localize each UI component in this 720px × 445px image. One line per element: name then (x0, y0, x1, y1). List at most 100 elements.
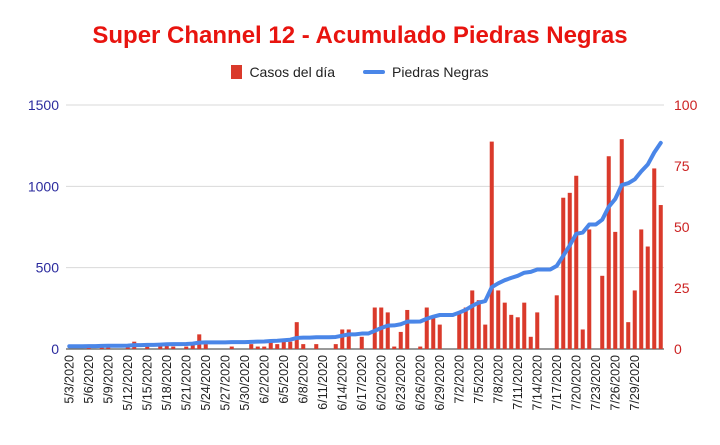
x-axis-tick-label: 5/15/2020 (140, 355, 154, 411)
x-axis-tick-label: 6/26/2020 (413, 355, 427, 411)
bar (385, 312, 390, 349)
bar (203, 344, 208, 349)
bar (502, 302, 507, 349)
x-axis-tick-label: 5/27/2020 (218, 355, 232, 411)
legend: Casos del día Piedras Negras (0, 64, 720, 80)
x-axis-tick-label: 7/29/2020 (628, 355, 642, 411)
x-axis-tick-label: 5/12/2020 (121, 355, 135, 411)
x-axis-tick-label: 7/8/2020 (491, 355, 505, 404)
bar (613, 231, 618, 349)
x-axis-tick-label: 6/5/2020 (277, 355, 291, 404)
bar (522, 302, 527, 349)
bar-series (86, 139, 663, 349)
bar (418, 346, 423, 349)
bar (346, 329, 351, 349)
legend-label-line: Piedras Negras (392, 64, 489, 80)
bar (392, 346, 397, 349)
bar (489, 141, 494, 349)
bar (314, 344, 319, 349)
legend-item-line: Piedras Negras (363, 64, 489, 80)
bar (606, 156, 611, 349)
legend-swatch-line (363, 70, 386, 74)
bar (125, 346, 130, 349)
x-axis-tick-label: 7/20/2020 (569, 355, 583, 411)
bar (301, 344, 306, 349)
bar (658, 205, 663, 349)
x-axis-tick-label: 7/5/2020 (472, 355, 486, 404)
bar (184, 346, 189, 349)
bar (574, 175, 579, 349)
x-axis-tick-label: 6/2/2020 (257, 355, 271, 404)
x-axis-tick-label: 7/14/2020 (530, 355, 544, 411)
x-axis-tick-label: 6/29/2020 (433, 355, 447, 411)
bar (639, 229, 644, 349)
bar (333, 344, 338, 349)
bar (171, 346, 176, 349)
legend-swatch-bars (231, 65, 243, 79)
x-axis-tick-label: 7/26/2020 (608, 355, 622, 411)
x-axis-tick-label: 6/17/2020 (355, 355, 369, 411)
x-axis-tick-label: 7/2/2020 (452, 355, 466, 404)
bar (190, 344, 195, 349)
bar (288, 341, 293, 349)
x-axis-tick-label: 6/20/2020 (374, 355, 388, 411)
bar (496, 290, 501, 349)
left-axis-tick-label: 500 (36, 260, 60, 276)
left-axis-tick-label: 1500 (28, 97, 59, 113)
legend-item-bars: Casos del día (231, 64, 335, 80)
bar (554, 295, 559, 349)
x-axis-tick-label: 7/23/2020 (589, 355, 603, 411)
bar (476, 300, 481, 349)
bar (587, 229, 592, 349)
bar (561, 197, 566, 349)
legend-label-bars: Casos del día (249, 64, 336, 80)
bar (470, 290, 475, 349)
bar (262, 346, 267, 349)
axis-labels: 0 500 1000 1500 0 25 50 75 100 5/3/2020 5/6/2020 5/… (28, 97, 698, 411)
bar (275, 344, 280, 349)
bar (255, 346, 260, 349)
bar (535, 312, 540, 349)
bar (281, 341, 286, 349)
bar (528, 336, 533, 349)
bar (340, 329, 345, 349)
bar (580, 329, 585, 349)
bar (626, 322, 631, 349)
x-axis-tick-label: 5/30/2020 (238, 355, 252, 411)
bar (437, 324, 442, 349)
x-axis-tick-label: 5/6/2020 (82, 355, 96, 404)
left-axis-tick-label: 0 (51, 341, 59, 357)
bar (359, 336, 364, 349)
bar (424, 307, 429, 349)
bar (294, 322, 299, 349)
bar (398, 331, 403, 349)
bar (431, 317, 436, 349)
right-axis-tick-label: 100 (674, 97, 698, 113)
x-axis-tick-label: 6/8/2020 (296, 355, 310, 404)
bar (463, 307, 468, 349)
chart-title: Super Channel 12 - Acumulado Piedras Neg… (92, 22, 628, 49)
bar (567, 192, 572, 349)
line-series (67, 140, 663, 349)
right-axis-tick-label: 25 (674, 280, 690, 296)
right-axis-tick-label: 50 (674, 219, 690, 235)
x-axis-tick-label: 7/17/2020 (550, 355, 564, 411)
bar (483, 324, 488, 349)
bar (106, 346, 111, 349)
bar (405, 309, 410, 349)
x-axis-tick-label: 6/23/2020 (394, 355, 408, 411)
x-axis-tick-label: 6/11/2020 (316, 355, 330, 410)
x-axis-tick-label: 5/3/2020 (62, 355, 76, 404)
bar (515, 317, 520, 349)
left-axis-tick-label: 1000 (28, 178, 59, 194)
x-axis-tick-label: 5/18/2020 (160, 355, 174, 411)
x-axis-tick-label: 6/14/2020 (335, 355, 349, 411)
x-axis-tick-label: 7/11/2020 (511, 355, 525, 410)
x-axis-tick-label: 5/24/2020 (199, 355, 213, 411)
bar (164, 344, 169, 349)
bar (645, 246, 650, 349)
line-piedras-negras (67, 140, 663, 349)
right-axis-tick-label: 0 (674, 341, 682, 357)
bar (509, 314, 514, 349)
